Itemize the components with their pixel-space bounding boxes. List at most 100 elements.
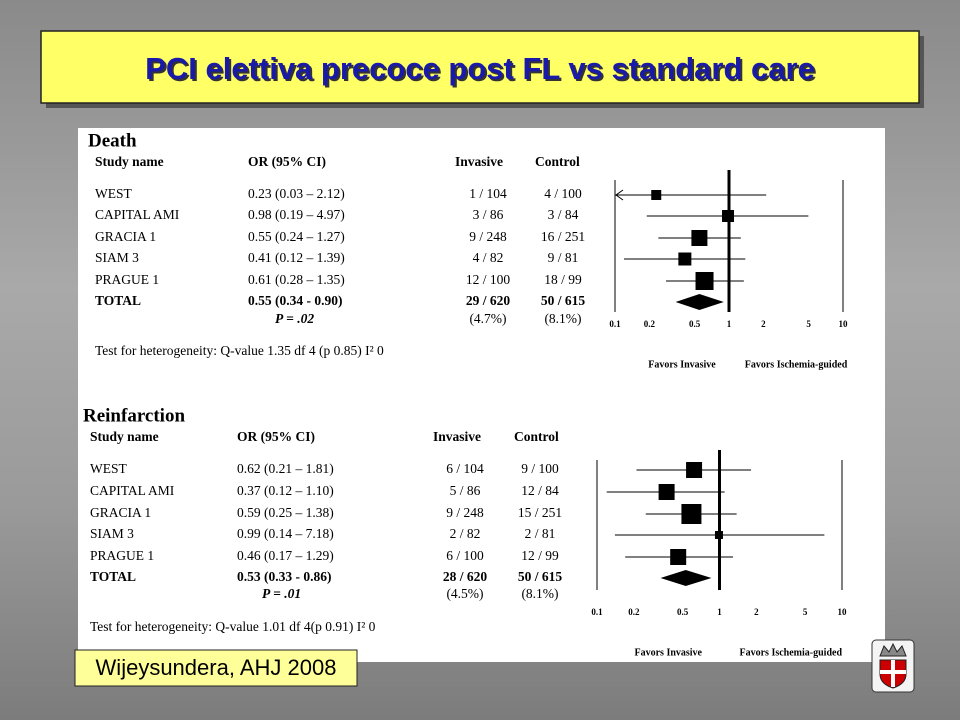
pooled-diamond — [660, 570, 712, 586]
total-control: 50 / 615 — [518, 569, 563, 584]
heterogeneity: Test for heterogeneity: Q-value 1.01 df … — [90, 619, 376, 634]
x-tick-label: 10 — [838, 607, 848, 617]
x-tick-label: 0.5 — [689, 319, 701, 329]
row-or-label: 0.59 (0.25 – 1.38) — [237, 505, 334, 520]
row-study: PRAGUE 1 — [95, 272, 159, 287]
x-tick-label: 1 — [717, 607, 722, 617]
row-study: WEST — [90, 461, 127, 476]
point-estimate — [651, 190, 662, 200]
row-invasive: 4 / 82 — [473, 250, 504, 265]
row-invasive: 6 / 100 — [446, 548, 484, 563]
x-tick-label: 0.1 — [609, 319, 621, 329]
x-tick-label: 5 — [806, 319, 811, 329]
point-estimate — [695, 272, 714, 290]
x-tick-label: 0.2 — [628, 607, 640, 617]
row-control: 3 / 84 — [548, 207, 579, 222]
point-estimate — [721, 210, 734, 222]
column-header: Study name — [95, 154, 164, 169]
row-control: 12 / 84 — [521, 483, 559, 498]
title-box — [40, 30, 920, 104]
row-or-label: 0.61 (0.28 – 1.35) — [248, 272, 345, 287]
row-study: SIAM 3 — [90, 526, 134, 541]
total-or-label: 0.53 (0.33 - 0.86) — [237, 569, 332, 584]
p-value: P = .02 — [275, 311, 314, 326]
row-or-label: 0.62 (0.21 – 1.81) — [237, 461, 334, 476]
plot-area — [606, 462, 825, 586]
favors-label: Favors Invasive — [648, 359, 716, 370]
column-header: OR (95% CI) — [237, 429, 315, 444]
column-header: Control — [514, 429, 559, 444]
ci-arrow — [615, 189, 624, 201]
point-estimate — [658, 484, 675, 500]
x-tick-label: 2 — [761, 319, 766, 329]
row-or-label: 0.37 (0.12 – 1.10) — [237, 483, 334, 498]
row-invasive: 12 / 100 — [466, 272, 511, 287]
panel-title: Death — [88, 130, 137, 151]
total-invasive: 28 / 620 — [443, 569, 488, 584]
favors-label: Favors Invasive — [635, 647, 703, 658]
row-invasive: 6 / 104 — [446, 461, 484, 476]
point-estimate — [670, 549, 687, 565]
invasive-pct: (4.5%) — [446, 586, 483, 601]
point-estimate — [714, 531, 723, 539]
p-value: P = .01 — [262, 586, 301, 601]
forest-panel: Reinfarction Study name OR (95% CI) Invasiv… — [83, 405, 847, 658]
column-header: Invasive — [455, 154, 503, 169]
total-study: TOTAL — [95, 293, 141, 308]
x-tick-label: 0.2 — [644, 319, 656, 329]
logo — [871, 639, 915, 693]
heterogeneity: Test for heterogeneity: Q-value 1.35 df … — [95, 343, 384, 358]
x-tick-label: 1 — [727, 319, 732, 329]
total-invasive: 29 / 620 — [466, 293, 511, 308]
column-header: Invasive — [433, 429, 481, 444]
row-study: GRACIA 1 — [90, 505, 151, 520]
row-invasive: 9 / 248 — [446, 505, 484, 520]
row-study: CAPITAL AMI — [90, 483, 175, 498]
row-or-label: 0.23 (0.03 – 2.12) — [248, 186, 345, 201]
point-estimate — [686, 462, 703, 478]
x-tick-label: 10 — [839, 319, 849, 329]
row-control: 9 / 81 — [548, 250, 579, 265]
favors-label: Favors Ischemia-guided — [740, 647, 843, 658]
row-study: GRACIA 1 — [95, 229, 156, 244]
row-or-label: 0.41 (0.12 – 1.39) — [248, 250, 345, 265]
row-study: WEST — [95, 186, 132, 201]
figure-panel — [78, 128, 885, 662]
favors-label: Favors Ischemia-guided — [745, 359, 848, 370]
row-or-label: 0.98 (0.19 – 4.97) — [248, 207, 345, 222]
citation: Wijeysundera, AHJ 2008 — [96, 655, 337, 680]
row-control: 9 / 100 — [521, 461, 559, 476]
row-study: SIAM 3 — [95, 250, 139, 265]
x-tick-label: 0.5 — [677, 607, 689, 617]
column-header: OR (95% CI) — [248, 154, 326, 169]
plot-area — [615, 190, 809, 310]
column-header: Control — [535, 154, 580, 169]
invasive-pct: (4.7%) — [469, 311, 506, 326]
pooled-diamond — [675, 294, 724, 310]
row-invasive: 2 / 82 — [450, 526, 481, 541]
x-tick-label: 2 — [754, 607, 759, 617]
forest-panel: Death Study name OR (95% CI) Invasive Contro… — [88, 130, 848, 370]
column-header: Study name — [90, 429, 159, 444]
total-or-label: 0.55 (0.34 - 0.90) — [248, 293, 343, 308]
control-pct: (8.1%) — [544, 311, 581, 326]
slide-title: PCI elettiva precoce post FL vs standard… — [145, 51, 815, 86]
row-control: 16 / 251 — [541, 229, 585, 244]
x-tick-label: 5 — [803, 607, 808, 617]
row-study: CAPITAL AMI — [95, 207, 180, 222]
row-control: 12 / 99 — [521, 548, 559, 563]
citation-box — [74, 649, 358, 687]
row-control: 18 / 99 — [544, 272, 582, 287]
point-estimate — [678, 252, 692, 266]
panel-title: Reinfarction — [83, 405, 185, 426]
row-or-label: 0.46 (0.17 – 1.29) — [237, 548, 334, 563]
x-tick-label: 0.1 — [591, 607, 603, 617]
total-control: 50 / 615 — [541, 293, 586, 308]
row-invasive: 9 / 248 — [469, 229, 507, 244]
row-invasive: 3 / 86 — [473, 207, 504, 222]
title-shadow-text: PCI elettiva precoce post FL vs standard… — [147, 53, 817, 88]
row-or-label: 0.99 (0.14 – 7.18) — [237, 526, 334, 541]
point-estimate — [691, 230, 708, 246]
